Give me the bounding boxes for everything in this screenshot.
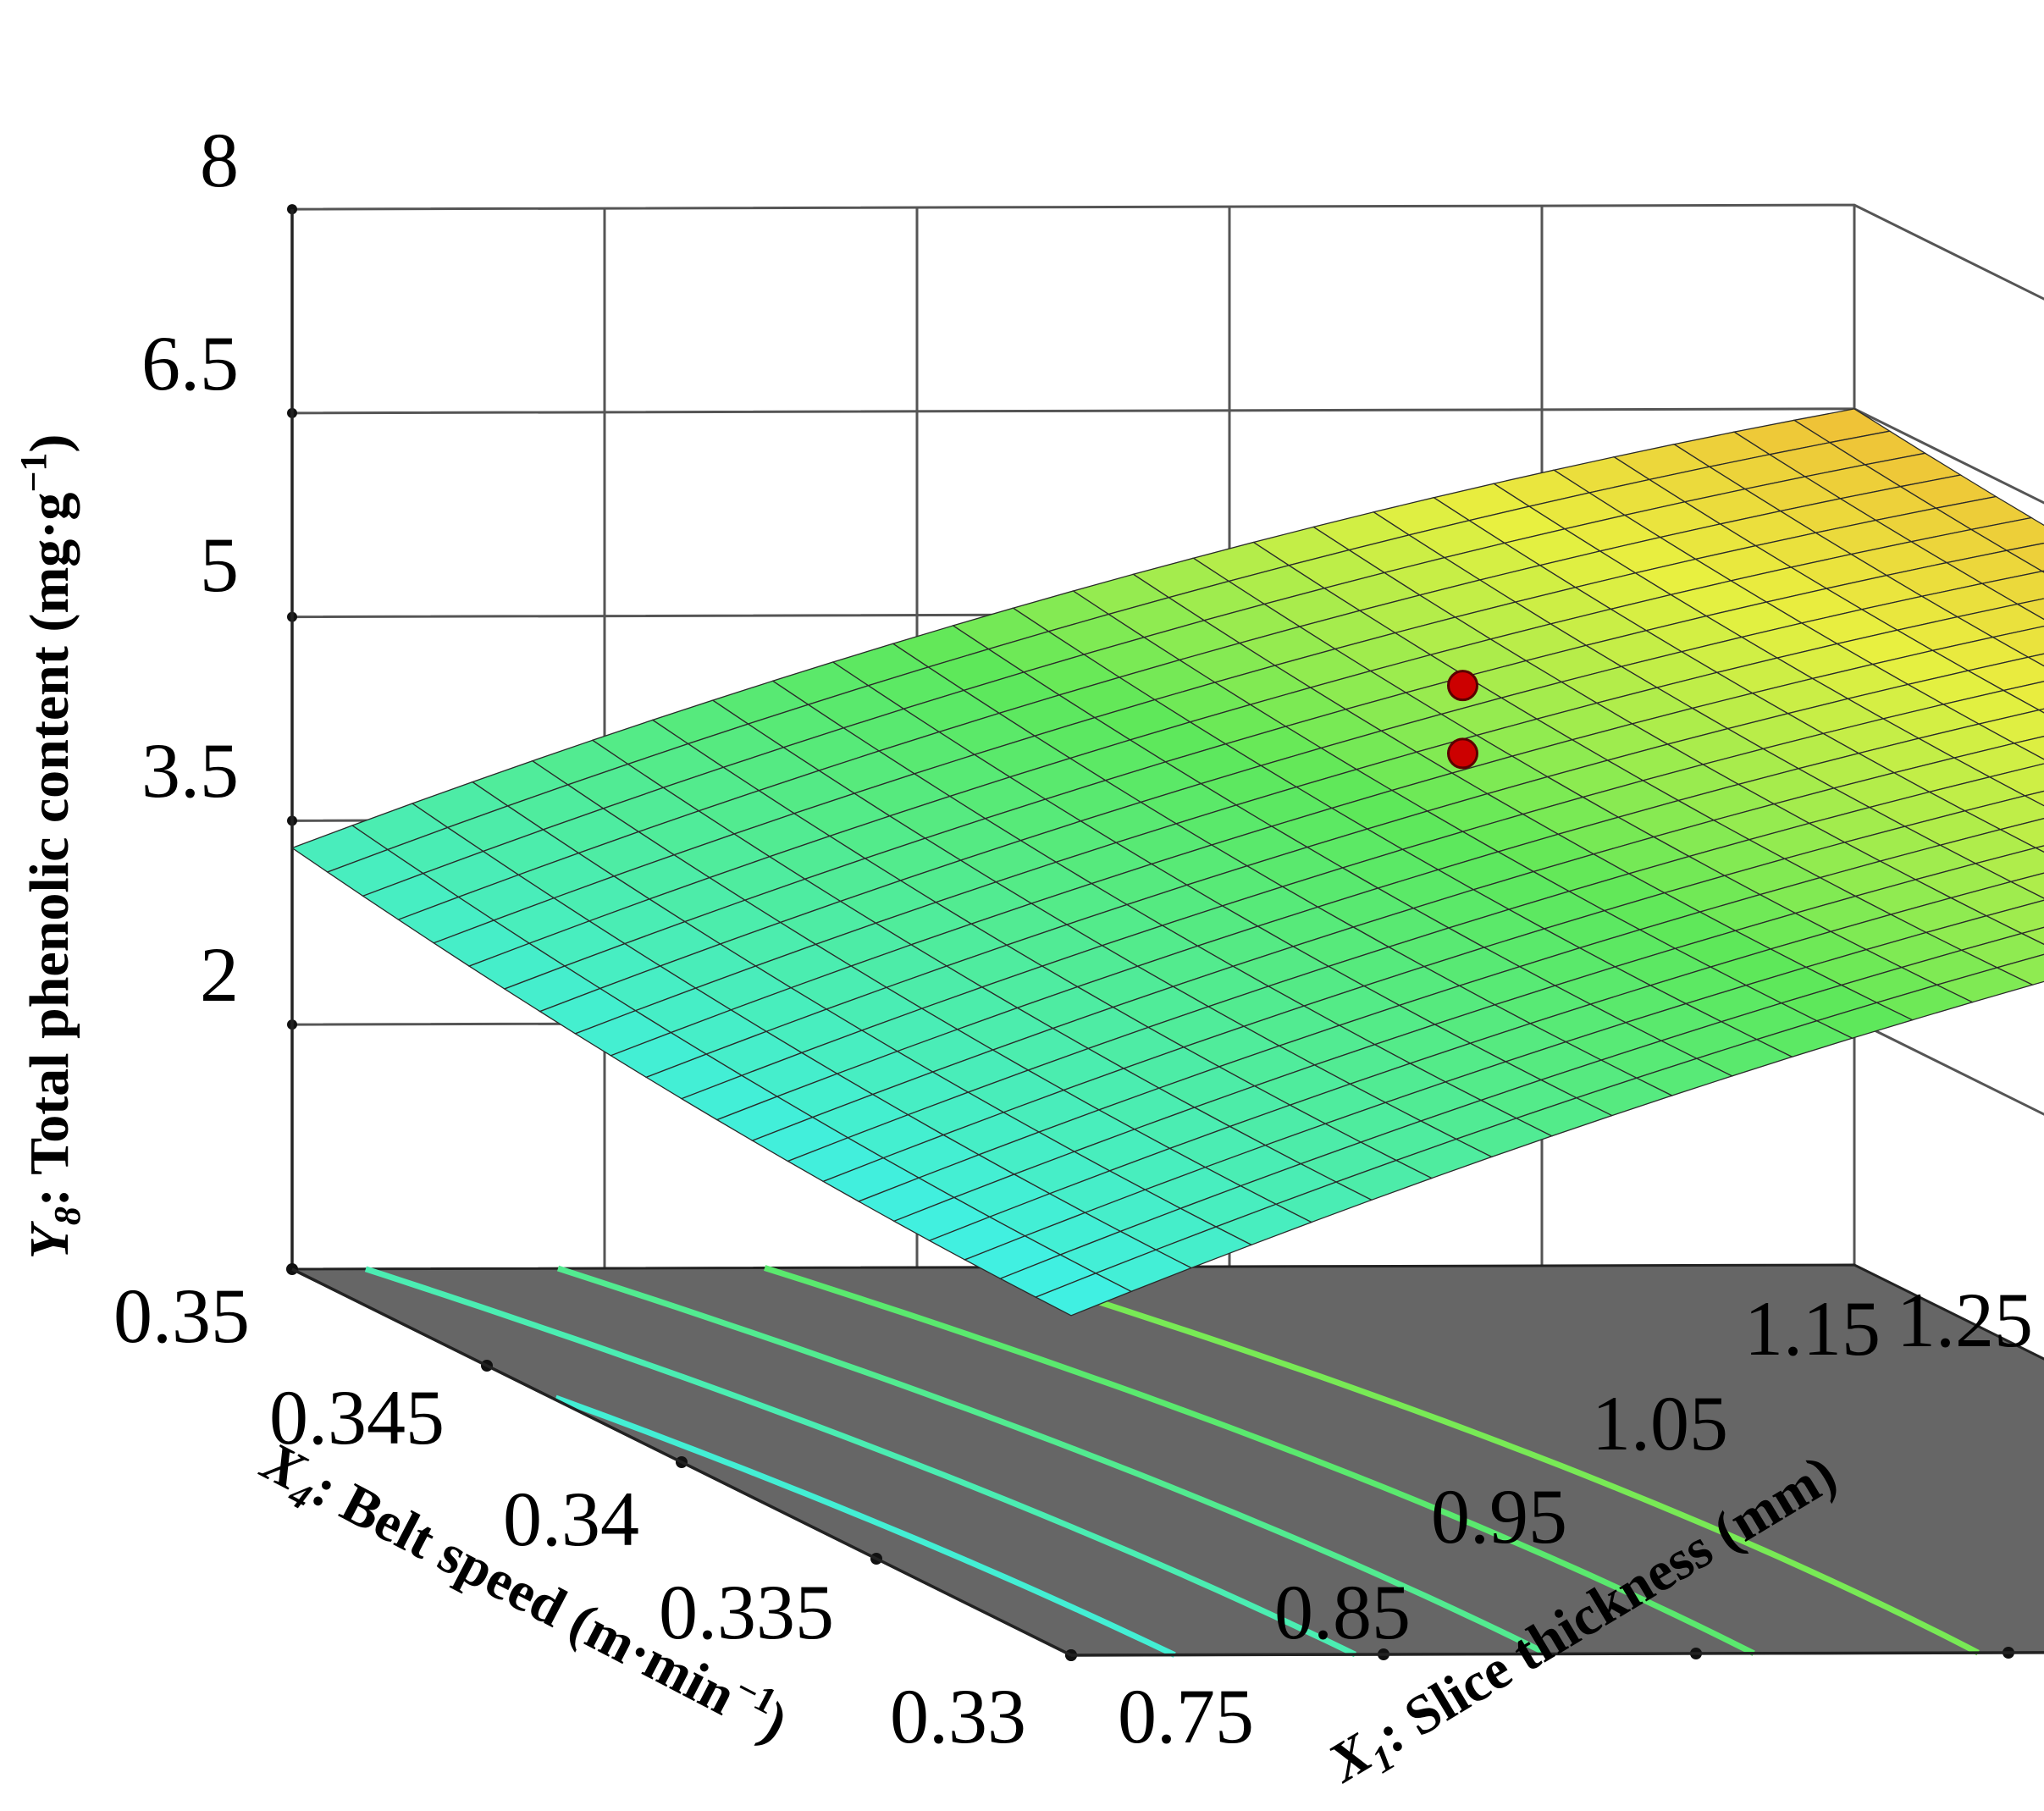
x4-tick-label: 0.34 xyxy=(503,1476,639,1562)
x1-tick-label: 1.15 xyxy=(1744,1285,1881,1372)
contour-line xyxy=(764,1265,1755,1656)
x4-tick-label: 0.35 xyxy=(113,1273,250,1359)
z-tick-label: 6.5 xyxy=(141,320,239,406)
x4-axis-line xyxy=(291,1267,1072,1657)
x1-axis-line xyxy=(1070,1651,2044,1657)
z-tick-label: 2 xyxy=(200,931,239,1018)
x1-tick-label: 1.05 xyxy=(1592,1380,1728,1466)
x1-tick-label: 1.25 xyxy=(1897,1277,2033,1363)
x1-tick-label: 0.75 xyxy=(1118,1673,1254,1759)
z-tick-label: 8 xyxy=(200,117,239,203)
surface-facet xyxy=(2026,653,2044,667)
contour-line xyxy=(988,1264,1980,1656)
axes xyxy=(291,1267,2044,1657)
contour-line xyxy=(555,1394,1176,1658)
z-axis-title: Y8: Total phenolic content (mg·g−1) xyxy=(13,434,88,1260)
x4-tick-label: 0.345 xyxy=(269,1374,445,1460)
x4-tick-label: 0.335 xyxy=(659,1569,834,1655)
contour-line xyxy=(364,1266,1357,1658)
design-point xyxy=(1447,737,1478,770)
surface-facet xyxy=(2019,926,2044,946)
x4-tick-label: 0.33 xyxy=(890,1673,1026,1759)
contour-line xyxy=(556,1265,1549,1657)
contour-floor xyxy=(286,1263,2044,1661)
z-tick-label: 5 xyxy=(200,522,239,608)
x1-tick-label: 0.85 xyxy=(1274,1569,1411,1655)
response-surface xyxy=(290,408,2044,1317)
z-tick-label: 3.5 xyxy=(141,727,239,814)
surface-facet xyxy=(2023,790,2044,807)
design-point xyxy=(1447,670,1478,702)
grid-line-horizontal xyxy=(291,203,2044,301)
x1-tick-label: 0.95 xyxy=(1431,1473,1567,1560)
design-points xyxy=(1447,670,1478,770)
surface-facet xyxy=(1034,1273,1133,1317)
